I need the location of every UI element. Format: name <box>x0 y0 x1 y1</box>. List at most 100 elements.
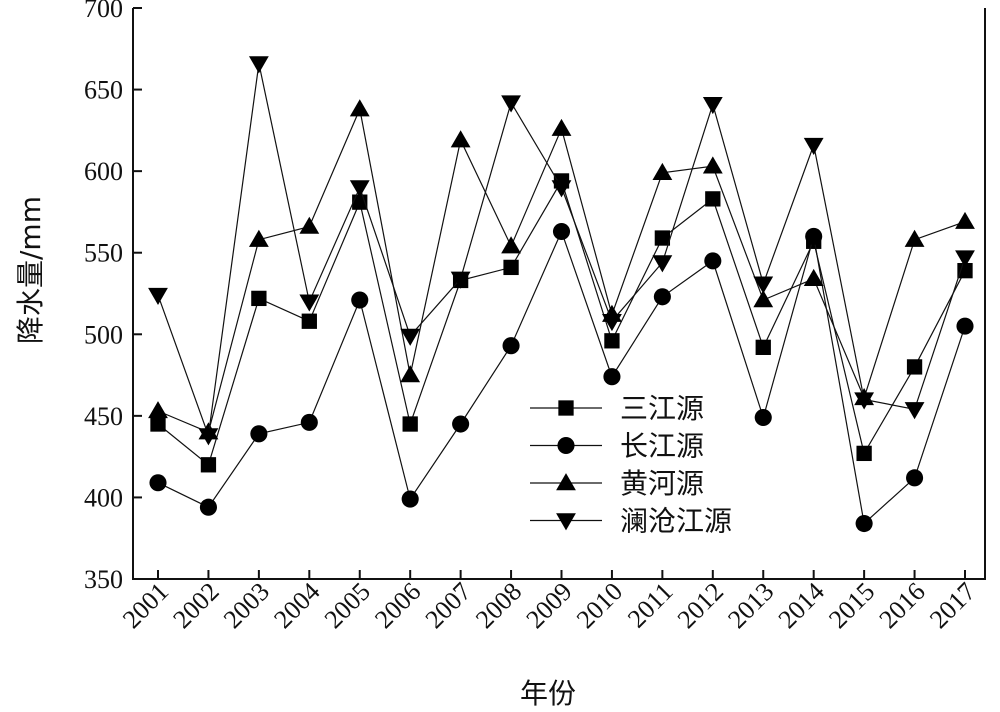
legend-label: 黄河源 <box>620 467 704 500</box>
data-point <box>652 162 673 180</box>
data-point <box>299 216 320 234</box>
data-point <box>148 287 168 306</box>
data-point <box>856 445 872 462</box>
legend-item: 黄河源 <box>530 467 704 500</box>
data-point <box>702 156 723 174</box>
data-point <box>652 255 673 273</box>
data-point <box>248 56 269 74</box>
y-tick-label: 400 <box>84 483 123 512</box>
data-point <box>299 294 320 312</box>
data-point <box>654 230 671 246</box>
data-point <box>906 359 923 375</box>
data-point <box>955 250 975 268</box>
data-point <box>251 290 267 307</box>
x-tick-label: 2011 <box>622 577 679 634</box>
data-point <box>248 229 269 247</box>
data-point <box>150 416 166 432</box>
data-point <box>349 180 370 198</box>
data-point <box>452 415 470 433</box>
data-point <box>705 191 721 207</box>
y-axis-title: 降水量/mm <box>14 196 47 344</box>
data-point <box>450 271 471 289</box>
x-tick-label: 2012 <box>672 577 729 634</box>
x-tick-label: 2010 <box>571 577 628 634</box>
data-point <box>904 402 925 420</box>
x-axis-title: 年份 <box>520 677 576 710</box>
y-tick-label: 450 <box>84 402 123 431</box>
x-tick-label: 2016 <box>874 577 931 634</box>
data-point <box>199 498 217 516</box>
data-point <box>401 490 419 508</box>
legend-item: 长江源 <box>530 430 704 463</box>
y-tick-label: 500 <box>84 320 123 349</box>
x-tick-label: 2001 <box>117 577 174 634</box>
data-point <box>501 95 521 113</box>
data-point <box>957 263 973 279</box>
data-point <box>955 211 975 229</box>
x-tick-label: 2009 <box>520 577 577 634</box>
data-point <box>551 180 572 198</box>
series-line <box>157 229 966 525</box>
data-point <box>755 339 771 355</box>
x-tick-label: 2014 <box>773 577 830 634</box>
data-point <box>753 290 774 308</box>
data-point <box>906 469 924 487</box>
data-point <box>198 428 219 446</box>
x-tick-label: 2008 <box>470 577 527 634</box>
y-tick-label: 700 <box>84 0 123 23</box>
legend-label: 三江源 <box>620 392 704 425</box>
legend-marker <box>558 400 574 416</box>
data-point <box>753 276 774 294</box>
data-point <box>349 99 370 117</box>
series-triangle-down <box>148 56 975 446</box>
data-point <box>604 333 620 349</box>
series-triangle-up <box>148 99 975 440</box>
x-tick-label: 2003 <box>218 577 275 634</box>
data-point <box>450 130 471 148</box>
data-point <box>805 227 823 245</box>
y-tick-label: 350 <box>84 565 123 594</box>
data-point <box>149 474 167 492</box>
x-tick-label: 2015 <box>823 577 880 634</box>
data-point <box>653 288 671 306</box>
data-point <box>301 313 317 329</box>
data-point <box>503 259 519 276</box>
x-tick-label: 2002 <box>167 577 224 634</box>
data-point <box>250 425 268 443</box>
legend-label: 澜沧江源 <box>620 505 732 538</box>
data-point <box>702 97 723 115</box>
data-point <box>501 236 521 254</box>
data-point <box>400 328 421 346</box>
axes: 350 400 450 500 550 600 650 700 2001200220032004… <box>84 0 986 634</box>
x-tick-label: 2006 <box>369 577 426 634</box>
x-tick-label: 2007 <box>420 577 477 634</box>
data-point <box>603 368 621 386</box>
data-point <box>754 408 772 427</box>
series-group <box>148 56 975 533</box>
data-point <box>904 229 925 247</box>
y-tick-label: 550 <box>84 239 123 268</box>
data-point <box>400 365 421 383</box>
legend-item: 三江源 <box>530 392 704 425</box>
data-point <box>200 457 217 473</box>
legend-marker <box>556 473 576 491</box>
axis-frame <box>132 8 986 580</box>
data-point <box>148 401 168 419</box>
legend-marker <box>557 436 575 455</box>
data-point <box>351 291 369 309</box>
x-tick-label: 2017 <box>924 577 981 634</box>
legend-marker <box>556 513 576 531</box>
legend-item: 澜沧江源 <box>530 505 732 538</box>
y-tick-label: 600 <box>84 157 123 186</box>
data-point <box>502 337 520 355</box>
data-point <box>803 268 824 287</box>
data-point <box>803 137 824 155</box>
data-point <box>855 514 873 533</box>
data-point <box>602 314 622 332</box>
series-circle <box>149 222 974 533</box>
data-point <box>704 252 722 270</box>
data-point <box>956 317 974 335</box>
data-point <box>300 413 318 431</box>
